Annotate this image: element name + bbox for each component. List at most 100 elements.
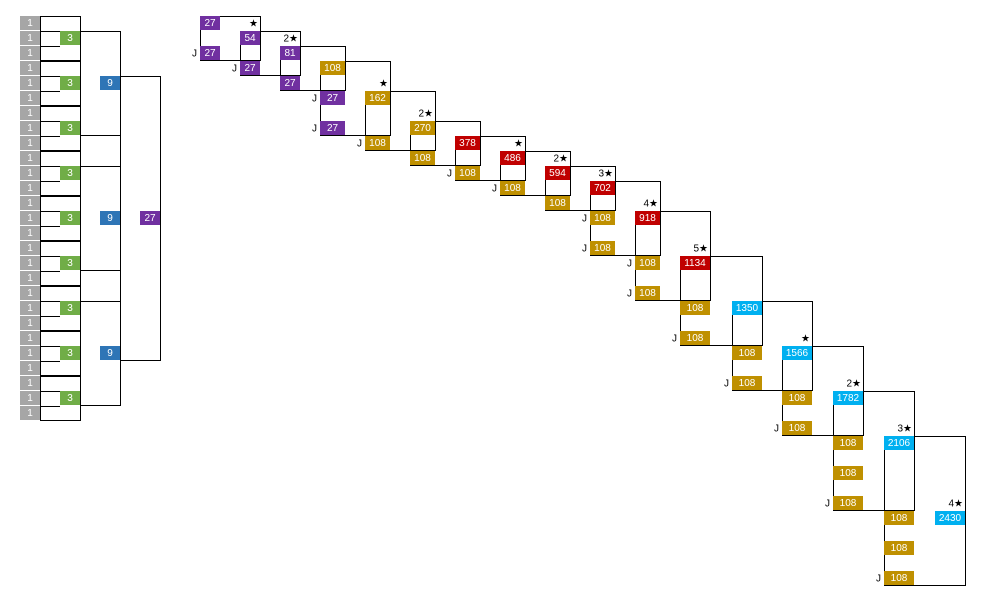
value-label: 54	[244, 33, 256, 44]
value-label: 3	[67, 123, 73, 134]
value-label: 702	[594, 183, 611, 194]
joker-mark: J	[627, 259, 632, 270]
value-label: 3	[67, 168, 73, 179]
value-label: 1	[27, 408, 33, 419]
star-label: 4★	[643, 199, 658, 210]
value-label: 108	[549, 198, 566, 209]
value-box	[60, 391, 80, 405]
value-box	[60, 256, 80, 270]
value-box	[60, 301, 80, 315]
value-label: 1	[27, 198, 33, 209]
value-label: 3	[67, 213, 73, 224]
value-label: 9	[107, 348, 113, 359]
bracket	[240, 31, 301, 76]
value-box	[20, 76, 40, 90]
value-label: 486	[504, 153, 521, 164]
value-box	[60, 211, 80, 225]
value-box	[320, 61, 345, 75]
value-label: 108	[789, 393, 806, 404]
value-box	[60, 76, 80, 90]
value-label: 1	[27, 18, 33, 29]
value-box	[20, 391, 40, 405]
bracket	[120, 76, 161, 361]
star-label: ★	[379, 79, 388, 90]
value-label: 108	[891, 543, 908, 554]
value-box	[635, 211, 660, 225]
value-label: 108	[840, 438, 857, 449]
value-box	[590, 211, 615, 225]
value-box	[20, 316, 40, 330]
joker-mark: J	[312, 94, 317, 105]
bracket	[833, 391, 915, 511]
value-label: 1	[27, 318, 33, 329]
value-label: 1134	[684, 258, 706, 269]
value-label: 918	[639, 213, 656, 224]
value-label: 2430	[939, 513, 962, 524]
value-label: 3	[67, 33, 73, 44]
bracket	[200, 16, 261, 61]
value-label: 27	[204, 18, 216, 29]
bracket	[500, 151, 571, 196]
value-box	[60, 121, 80, 135]
value-box	[200, 46, 220, 60]
value-label: 1	[27, 183, 33, 194]
value-label: 1	[27, 213, 33, 224]
value-label: 3	[67, 78, 73, 89]
value-box	[545, 196, 570, 210]
value-label: 1	[27, 48, 33, 59]
value-box	[732, 301, 762, 315]
value-label: 81	[284, 48, 296, 59]
value-label: 108	[739, 378, 756, 389]
bracket	[545, 166, 616, 211]
value-label: 108	[739, 348, 756, 359]
value-label: 108	[840, 498, 857, 509]
joker-mark: J	[192, 49, 197, 60]
value-label: 108	[324, 63, 341, 74]
value-label: 108	[687, 333, 704, 344]
star-label: ★	[514, 139, 523, 150]
value-label: 27	[327, 93, 339, 104]
value-label: 1	[27, 258, 33, 269]
value-label: 108	[414, 153, 431, 164]
value-label: 1	[27, 273, 33, 284]
value-label: 594	[549, 168, 566, 179]
value-box	[545, 166, 570, 180]
value-box	[320, 91, 345, 105]
value-box	[320, 121, 345, 135]
value-box	[590, 181, 615, 195]
star-label: 2★	[553, 154, 568, 165]
value-box	[100, 211, 120, 225]
value-box	[635, 286, 660, 300]
value-label: 1	[27, 378, 33, 389]
value-box	[100, 76, 120, 90]
value-box	[20, 31, 40, 45]
value-box	[590, 241, 615, 255]
value-box	[884, 511, 914, 525]
value-label: 1	[27, 138, 33, 149]
value-box	[240, 31, 260, 45]
value-box	[20, 361, 40, 375]
value-label: 108	[504, 183, 521, 194]
value-box	[20, 256, 40, 270]
value-box	[732, 346, 762, 360]
value-box	[782, 346, 812, 360]
bracket	[410, 121, 481, 166]
value-box	[833, 466, 863, 480]
joker-mark: J	[627, 289, 632, 300]
value-label: 1	[27, 153, 33, 164]
value-box	[20, 226, 40, 240]
value-label: 3	[67, 348, 73, 359]
joker-mark: J	[582, 214, 587, 225]
value-label: 1	[27, 108, 33, 119]
value-label: 3	[67, 258, 73, 269]
joker-mark: J	[312, 124, 317, 135]
joker-mark: J	[582, 244, 587, 255]
value-label: 1782	[837, 393, 860, 404]
value-box	[455, 136, 480, 150]
star-label: ★	[801, 334, 810, 345]
value-label: 1	[27, 33, 33, 44]
value-box	[20, 406, 40, 420]
value-box	[20, 91, 40, 105]
joker-mark: J	[825, 499, 830, 510]
